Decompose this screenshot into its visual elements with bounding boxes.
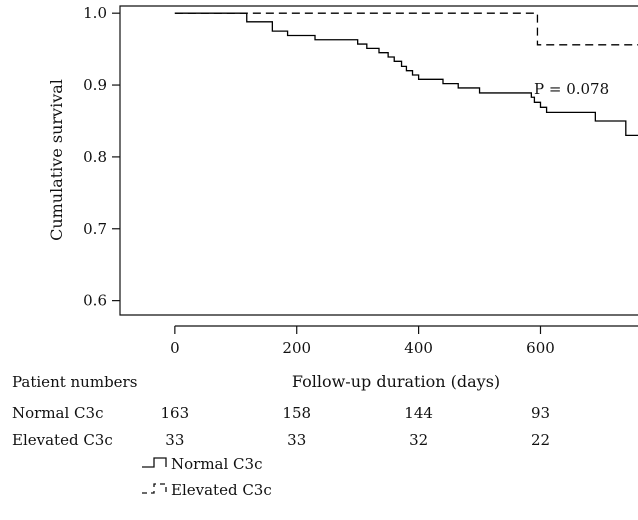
series-elevated-c3c-line xyxy=(174,12,638,46)
x-axis-title: Follow-up duration (days) xyxy=(292,372,500,391)
risk-table: Normal C3c 163 158 144 93 Elevated C3c 33 33 32 2… xyxy=(12,404,550,449)
y-axis-ticks: 0.6 0.7 0.8 0.9 1.0 xyxy=(83,4,120,310)
risk-table-cell: 158 xyxy=(282,404,311,422)
risk-table-title: Patient numbers xyxy=(12,373,137,391)
risk-table-cell: 32 xyxy=(409,431,428,449)
y-tick-label: 0.8 xyxy=(83,148,107,166)
y-axis-title: Cumulative survival xyxy=(47,79,66,241)
risk-table-cell: 22 xyxy=(531,431,550,449)
survival-curves xyxy=(174,12,638,136)
legend-swatch-normal xyxy=(142,457,167,468)
p-value-annotation: P = 0.078 xyxy=(534,80,609,98)
risk-table-cell: 163 xyxy=(161,404,190,422)
y-tick-label: 0.6 xyxy=(83,292,107,310)
risk-table-cell: 33 xyxy=(165,431,184,449)
risk-table-row-label: Elevated C3c xyxy=(12,431,113,449)
series-normal-c3c-line xyxy=(174,12,638,136)
x-tick-label: 200 xyxy=(282,339,311,357)
y-tick-label: 0.9 xyxy=(83,76,107,94)
x-tick-label: 600 xyxy=(526,339,555,357)
x-axis: 0 200 400 600 xyxy=(170,325,638,357)
legend-label-elevated: Elevated C3c xyxy=(171,481,272,499)
x-tick-label: 0 xyxy=(170,339,180,357)
risk-table-cell: 144 xyxy=(404,404,433,422)
legend-swatch-elevated xyxy=(142,483,167,494)
risk-table-cell: 33 xyxy=(287,431,306,449)
y-tick-label: 0.7 xyxy=(83,220,107,238)
legend-label-normal: Normal C3c xyxy=(171,455,262,473)
risk-table-row-label: Normal C3c xyxy=(12,404,103,422)
plot-frame xyxy=(119,5,638,316)
x-tick-label: 400 xyxy=(404,339,433,357)
risk-table-cell: 93 xyxy=(531,404,550,422)
y-tick-label: 1.0 xyxy=(83,4,107,22)
legend: Normal C3c Elevated C3c xyxy=(142,455,272,499)
